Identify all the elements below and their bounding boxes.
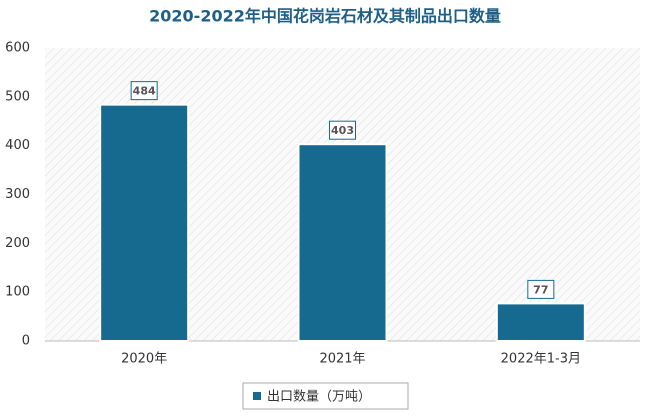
bar	[99, 103, 190, 342]
legend-box	[242, 382, 409, 410]
value-label-box	[527, 279, 555, 299]
value-label-box	[130, 81, 158, 101]
bar	[297, 143, 388, 342]
y-tick-label: 200	[5, 236, 30, 251]
chart-title: 2020-2022年中国花岗岩石材及其制品出口数量	[149, 7, 501, 26]
legend-swatch	[253, 392, 261, 400]
y-tick-label: 0	[22, 334, 30, 349]
y-tick-label: 600	[5, 41, 30, 56]
value-label: 77	[533, 283, 548, 296]
y-tick-label: 500	[5, 89, 30, 104]
y-tick-label: 100	[5, 285, 30, 300]
x-tick-label: 2022年1-3月	[501, 352, 581, 367]
x-tick-label: 2020年	[121, 352, 167, 367]
value-label: 484	[133, 85, 156, 98]
value-label: 403	[331, 124, 354, 137]
value-label-box	[329, 120, 356, 140]
y-tick-label: 400	[5, 138, 30, 153]
bar	[495, 302, 586, 343]
legend-label: 出口数量（万吨）	[267, 390, 371, 405]
y-tick-label: 300	[5, 187, 30, 202]
x-tick-label: 2021年	[319, 352, 365, 367]
